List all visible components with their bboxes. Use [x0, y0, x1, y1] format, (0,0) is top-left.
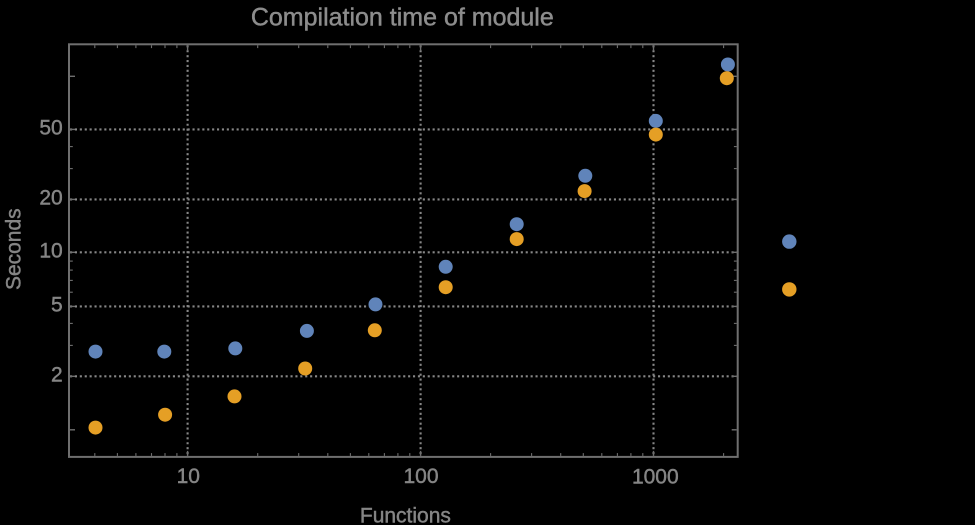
- svg-text:2: 2: [51, 364, 63, 387]
- svg-text:20: 20: [39, 187, 62, 210]
- svg-text:5: 5: [51, 294, 63, 317]
- svg-text:1000: 1000: [632, 466, 679, 489]
- svg-text:50: 50: [39, 117, 62, 140]
- svg-text:Functions: Functions: [360, 505, 451, 525]
- svg-text:Seconds: Seconds: [3, 208, 26, 290]
- svg-text:10: 10: [177, 465, 200, 488]
- svg-text:10: 10: [39, 240, 62, 263]
- svg-text:100: 100: [403, 465, 438, 488]
- svg-text:Compilation time of module: Compilation time of module: [251, 3, 554, 31]
